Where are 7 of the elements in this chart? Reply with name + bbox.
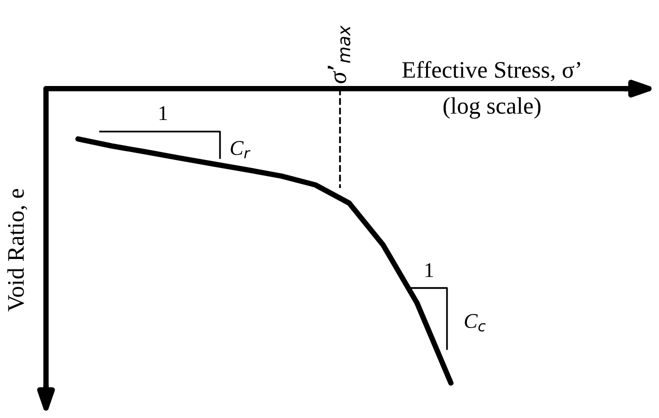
annotation: C$_{c}$: [464, 314, 486, 332]
x-axis-title: Effective Stress, σ’ (log scale): [402, 61, 580, 119]
annotation: C$_{r}$: [230, 141, 250, 158]
annotation: 1: [426, 263, 433, 278]
y-axis-title: Void Ratio, e: [7, 189, 28, 312]
annotation: 1: [160, 106, 167, 120]
text: σ’$_{max}$: [328, 25, 350, 84]
